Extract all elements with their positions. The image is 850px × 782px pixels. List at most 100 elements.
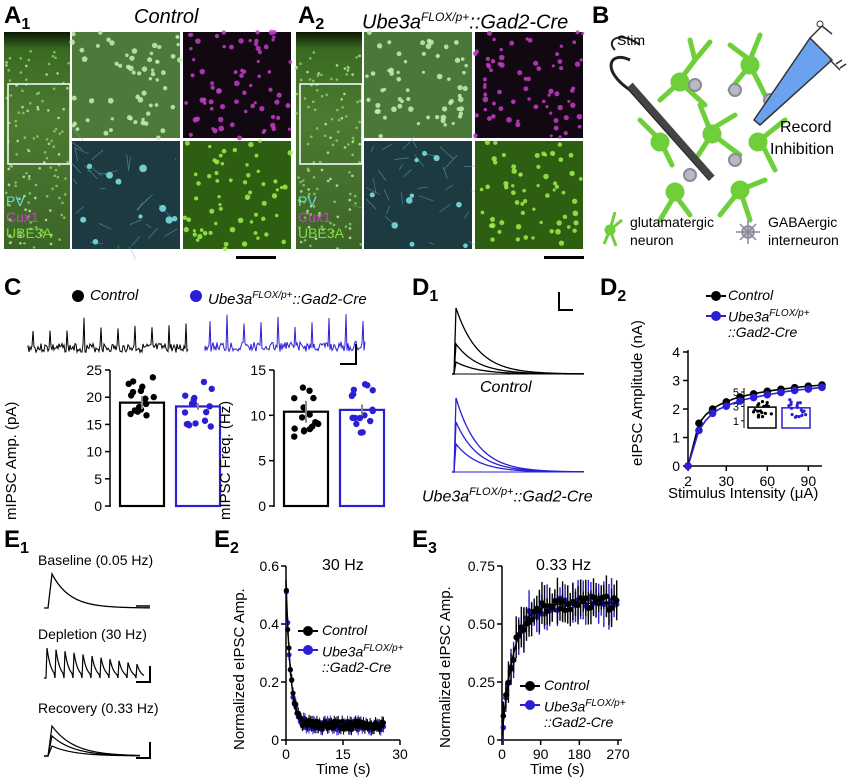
micrograph-a2-cux1 [472,30,585,139]
legend-glut-1: glutamatergic [630,214,715,230]
legend-control-d2: Control [728,287,774,303]
data-point [182,392,189,399]
trace [44,734,141,757]
channel-label-pv-a2: PV [298,193,317,209]
legend-mutant-e3-1: Ube3aFLOX/p+ [544,698,626,715]
y-tick-label: 0.4 [260,616,280,632]
data-point [364,382,371,389]
chart-eipsc-amplitude: 0 1 2 3 4 2 30 60 90 1 3 5 [672,344,826,489]
legend-gaba-1: GABAergic [768,214,838,230]
micrograph-a2-overview [294,32,363,250]
traces-eipsc-control [452,307,585,375]
scale-bar-d1 [558,292,573,311]
micrograph-a2-pv [351,136,483,249]
xlabel-e3: Time (s) [530,761,585,778]
inset-point [799,408,803,412]
inset-point [789,400,793,404]
data-point [291,425,298,432]
data-point [139,383,146,390]
legend-mutant-e3-2: ::Gad2-Cre [544,714,614,730]
e3-freq-label: 0.33 Hz [536,557,592,574]
legend-mutant-c: Ube3aFLOX/p+::Gad2-Cre [208,290,367,308]
data-point [348,392,356,400]
panel-label-d1: D1 [412,274,439,306]
x-tick-label: 30 [718,473,734,489]
y-tick-label: 15 [250,362,266,378]
inset-point [800,413,804,417]
x-tick-label: 180 [568,746,592,762]
data-point [818,383,826,392]
data-point [369,406,376,413]
data-point [150,393,157,401]
panel-label-e3: E3 [412,526,437,558]
ylabel-e3: Normalized eIPSC Amp. [437,586,454,748]
trace-recovery [44,724,151,759]
inset-point [789,406,794,410]
data-point [349,414,356,422]
legend-mutant-e2-1: Ube3aFLOX/p+ [322,643,404,660]
data-point [350,386,358,393]
data-point [554,597,561,604]
x-tick-label: 0 [282,746,290,762]
legend-marker-mutant-d2 [706,311,726,321]
data-point [613,597,620,604]
inset-y-tick-label: 5 [733,387,739,399]
data-point [356,414,364,422]
trace [44,745,141,757]
scale-bar [136,666,151,683]
panel-label-e1: E1 [4,526,29,558]
data-point [207,423,214,430]
e1-baseline-label: Baseline (0.05 Hz) [38,552,154,568]
panel-a1-title: Control [134,6,199,28]
y-tick-label: 0 [271,732,279,748]
data-point [306,411,313,418]
inset-point [756,414,761,419]
data-point [127,410,134,418]
inset-point [760,411,764,415]
y-tick-label: 2 [672,401,680,417]
micrograph-a1-pv [70,127,180,260]
x-tick-label: 90 [801,473,817,489]
data-point [129,388,137,396]
legend-marker-control-c [72,290,84,302]
data-point [299,384,307,391]
fit-line [285,580,385,727]
data-point [291,433,298,440]
inset-box [7,83,71,165]
ylabel-mipsc-amp: mIPSC Amp. (pA) [3,401,20,520]
x-tick-label: 0 [498,746,506,762]
bar [338,408,386,508]
y-tick-label: 3 [672,373,680,389]
data-point [380,720,387,726]
legend-mutant-d2-1: Ube3aFLOX/p+ [728,308,810,325]
micrograph-a1-ube3a [182,139,293,252]
data-point [722,402,731,410]
data-point [708,409,717,418]
y-tick-label: 20 [86,389,102,405]
data-point [582,595,589,601]
scale-bar-a2 [544,256,584,259]
e2-freq-label: 30 Hz [322,557,364,574]
legend-mutant-d2-2: ::Gad2-Cre [728,324,798,340]
data-point [142,395,149,402]
legend-control-e3: Control [544,677,590,693]
scale-bar-a1 [236,256,276,259]
data-point [312,418,319,426]
micrograph-a1-cux1 [183,29,293,141]
y-tick-label: 0.6 [260,558,280,574]
panel-a2-title: Ube3aFLOX/p+::Gad2-Cre [362,10,569,34]
data-point [300,428,308,435]
schematic-b [602,20,847,247]
bar [282,410,330,508]
inset-point [764,403,769,407]
trace-baseline [44,571,151,609]
data-point [790,386,799,395]
data-point [367,417,374,425]
inset-point [798,401,802,405]
data-point [142,400,150,408]
data-point [181,409,189,416]
micrograph-a2-ube3a [475,140,583,249]
data-point [608,605,615,611]
y-tick-label: 0.2 [260,674,280,690]
channel-label-cux1: Cux1 [6,209,39,225]
